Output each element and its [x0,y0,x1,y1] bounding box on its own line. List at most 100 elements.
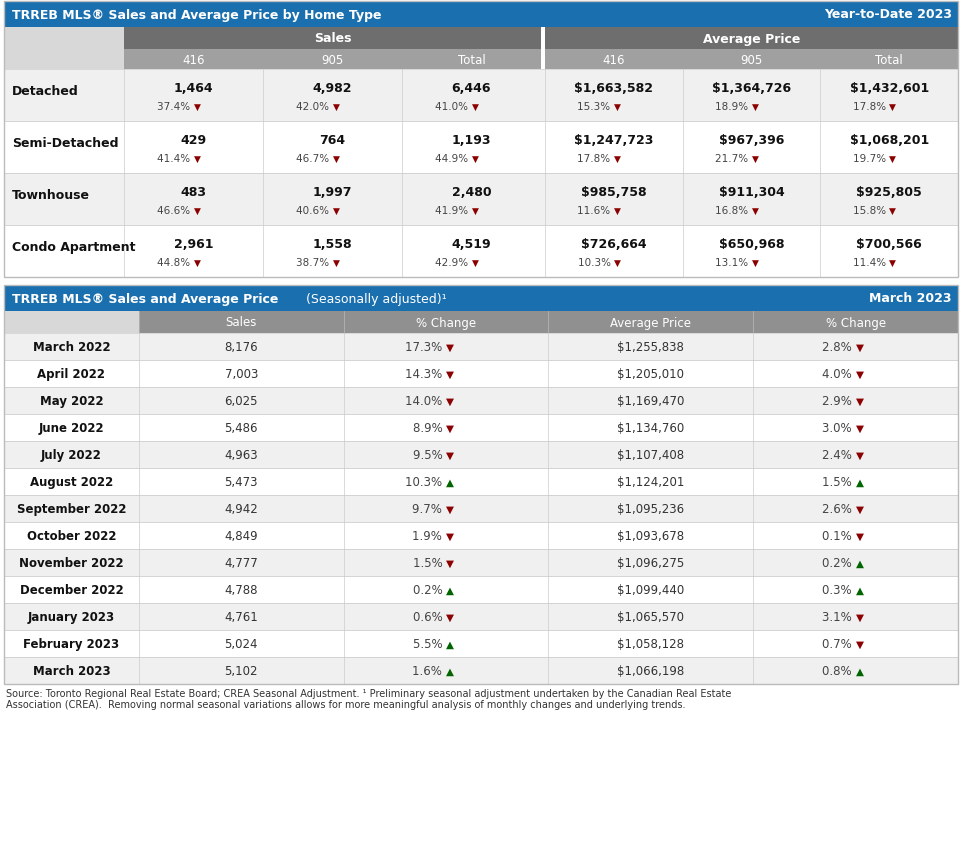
Text: $1,107,408: $1,107,408 [617,448,683,462]
Text: $1,093,678: $1,093,678 [617,529,683,543]
Bar [4,468,957,495]
Text: ▼: ▼ [193,103,200,111]
Text: 21.7%: 21.7% [714,154,751,165]
Text: 18.9%: 18.9% [714,102,751,112]
Text: ▼: ▼ [751,207,757,216]
Text: Association (CREA).  Removing normal seasonal variations allows for more meaning: Association (CREA). Removing normal seas… [6,699,685,709]
Text: 5.5%: 5.5% [412,637,446,650]
Bar [540,28,545,50]
Text: ▼: ▼ [446,612,454,622]
Text: 2.6%: 2.6% [821,502,854,516]
Text: 4.0%: 4.0% [822,368,854,381]
Bar [4,414,957,441]
Text: ▼: ▼ [854,531,863,541]
Text: 11.4%: 11.4% [851,258,888,268]
Text: ▼: ▼ [751,154,757,164]
Text: ▲: ▲ [854,585,863,595]
Text: $700,566: $700,566 [855,238,921,251]
Text: ▼: ▼ [613,103,620,111]
Text: Townhouse: Townhouse [12,189,90,202]
Text: 483: 483 [181,186,207,199]
Text: 10.3%: 10.3% [405,475,446,489]
Text: 1,464: 1,464 [174,82,213,95]
Bar [4,28,124,50]
Bar [4,333,957,360]
Text: ▲: ▲ [446,585,454,595]
Text: ▼: ▼ [193,258,200,268]
Text: $1,247,723: $1,247,723 [574,134,653,147]
Text: $1,058,128: $1,058,128 [617,637,683,650]
Text: 1.9%: 1.9% [412,529,446,543]
Text: March 2023: March 2023 [33,664,111,677]
Bar [4,576,957,603]
Text: 7,003: 7,003 [225,368,258,381]
Text: ▼: ▼ [854,612,863,622]
Text: $1,068,201: $1,068,201 [849,134,927,147]
Bar [4,285,957,311]
Bar [4,285,957,684]
Text: $1,095,236: $1,095,236 [617,502,683,516]
Bar [545,50,682,70]
Text: 6,025: 6,025 [224,394,258,408]
Text: TRREB MLS® Sales and Average Price: TRREB MLS® Sales and Average Price [12,292,278,306]
Text: ▼: ▼ [471,207,478,216]
Text: $1,065,570: $1,065,570 [617,610,683,623]
Text: 429: 429 [181,134,207,147]
Bar [4,2,957,28]
Text: 2,480: 2,480 [452,186,491,199]
Text: 38.7%: 38.7% [296,258,333,268]
Text: $1,124,201: $1,124,201 [617,475,684,489]
Bar [752,311,957,333]
Text: 17.8%: 17.8% [851,102,888,112]
Text: ▼: ▼ [751,103,757,111]
Text: $1,663,582: $1,663,582 [574,82,653,95]
Text: ▼: ▼ [471,154,478,164]
Text: 46.7%: 46.7% [296,154,333,165]
Bar [820,50,957,70]
Text: 19.7%: 19.7% [851,154,888,165]
Text: $1,255,838: $1,255,838 [617,341,683,354]
Text: ▼: ▼ [888,207,895,216]
Text: 4,519: 4,519 [452,238,491,251]
Text: 3.0%: 3.0% [822,421,854,435]
Bar [4,630,957,657]
Text: Source: Toronto Regional Real Estate Board; CREA Seasonal Adjustment. ¹ Prelimin: Source: Toronto Regional Real Estate Boa… [6,688,730,698]
Text: ▼: ▼ [333,207,339,216]
Text: 5,473: 5,473 [224,475,258,489]
Text: ▲: ▲ [446,477,454,487]
Text: 41.0%: 41.0% [434,102,471,112]
Text: 8,176: 8,176 [224,341,258,354]
Text: ▼: ▼ [471,258,478,268]
Text: ▼: ▼ [854,396,863,406]
Text: Sales: Sales [313,32,351,46]
Text: 4,761: 4,761 [224,610,258,623]
Text: 9.7%: 9.7% [412,502,446,516]
Bar [682,50,820,70]
Text: ▼: ▼ [888,154,895,164]
Text: 1.5%: 1.5% [822,475,854,489]
Text: 905: 905 [740,53,762,67]
Text: ▼: ▼ [446,558,454,568]
Text: ▼: ▼ [613,154,620,164]
Text: ▼: ▼ [333,103,339,111]
Text: ▼: ▼ [613,258,620,268]
Text: 0.6%: 0.6% [412,610,446,623]
Text: February 2023: February 2023 [23,637,119,650]
Text: (Seasonally adjusted)¹: (Seasonally adjusted)¹ [302,292,446,306]
Text: 5,024: 5,024 [224,637,258,650]
Text: October 2022: October 2022 [27,529,116,543]
Text: $1,205,010: $1,205,010 [617,368,683,381]
Bar [4,225,957,278]
Text: ▼: ▼ [854,369,863,379]
Text: ▼: ▼ [888,258,895,268]
Text: 14.0%: 14.0% [405,394,446,408]
Text: 3.1%: 3.1% [822,610,854,623]
Text: ▼: ▼ [446,342,454,352]
Bar [4,360,957,387]
Text: 6,446: 6,446 [452,82,491,95]
Text: ▲: ▲ [854,477,863,487]
Bar [4,657,957,684]
Text: ▲: ▲ [854,666,863,676]
Text: 0.1%: 0.1% [822,529,854,543]
Text: Average Price: Average Price [609,316,691,329]
